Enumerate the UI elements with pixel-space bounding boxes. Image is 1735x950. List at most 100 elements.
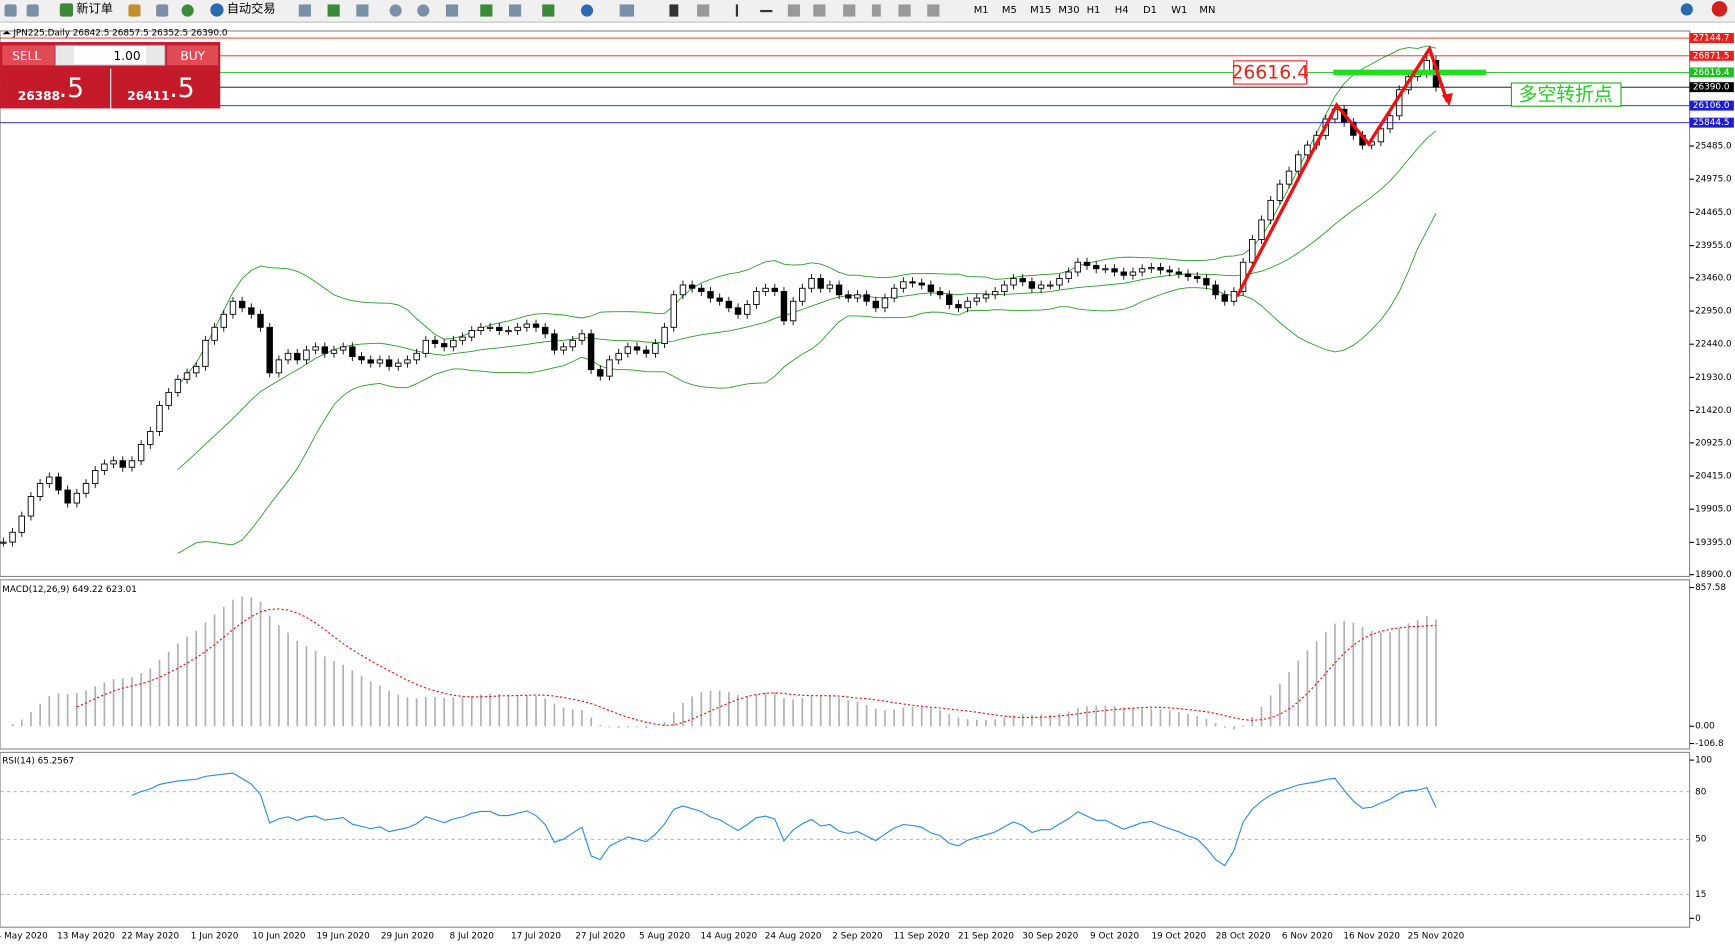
candle <box>220 313 227 328</box>
annotation-box <box>1233 60 1308 85</box>
price-tag-label: 25844.5 <box>1693 118 1730 128</box>
buy-button[interactable] <box>167 45 219 66</box>
lot-value[interactable]: 1.00 <box>113 49 140 63</box>
candle <box>1166 269 1173 273</box>
y-tick-label: 0.00 <box>1695 722 1715 732</box>
candle <box>193 365 200 374</box>
main-panel <box>0 30 1691 578</box>
sell-price-pips[interactable]: .5 <box>59 73 84 104</box>
buy-price-pips[interactable]: .5 <box>169 73 194 104</box>
chart-header: JPN225,Daily 26842.5 26857.5 26352.5 263… <box>12 29 228 39</box>
candle <box>991 291 999 296</box>
x-tick-label: 11 Sep 2020 <box>894 932 950 942</box>
buy-label[interactable]: BUY <box>180 49 205 63</box>
candle <box>1001 284 1008 292</box>
candle <box>1129 271 1137 276</box>
candle <box>808 278 815 289</box>
y-tick-label: 20925.0 <box>1695 438 1732 448</box>
price-tag <box>1689 117 1734 128</box>
auto-trading-button[interactable]: 自动交易 <box>227 0 276 15</box>
price-tag <box>1689 100 1734 111</box>
timeframe-button[interactable]: W1 <box>1171 5 1187 16</box>
sell-price[interactable]: 26388 <box>18 89 60 103</box>
y-tick-label: 19395.0 <box>1695 538 1732 548</box>
candle <box>1295 154 1302 172</box>
candle <box>183 372 191 380</box>
candle <box>1047 284 1054 287</box>
candle <box>1221 294 1228 302</box>
candle <box>110 460 117 465</box>
candle <box>9 531 16 543</box>
candle <box>496 326 503 332</box>
timeframe-button[interactable]: H4 <box>1115 5 1129 16</box>
candle <box>1230 291 1238 302</box>
candle <box>964 300 971 309</box>
candle <box>64 489 71 504</box>
candle <box>835 284 843 296</box>
price-tag <box>1689 67 1734 78</box>
candle <box>1102 268 1109 271</box>
timeframe-button[interactable]: H1 <box>1087 5 1101 16</box>
candle <box>927 284 935 292</box>
candle <box>670 294 677 328</box>
sell-label[interactable]: SELL <box>12 49 41 63</box>
rsi-line <box>131 772 1437 867</box>
candle <box>413 352 420 361</box>
candle <box>92 470 99 484</box>
timeframes: M1 M5 M15 M30 H1 H4 D1 W1 MN <box>974 5 1216 16</box>
candle <box>18 515 25 533</box>
candle <box>734 307 742 315</box>
candle <box>505 330 512 333</box>
x-tick-label: 28 Oct 2020 <box>1216 932 1271 942</box>
macd-signal <box>76 608 1437 727</box>
candle <box>698 287 705 292</box>
buy-price[interactable]: 26411 <box>127 89 169 103</box>
timeframe-button[interactable]: M1 <box>974 5 989 16</box>
timeframe-button[interactable]: D1 <box>1143 5 1157 16</box>
y-tick-label: -106.8 <box>1695 739 1724 749</box>
candle <box>1194 276 1201 279</box>
timeframe-button[interactable]: MN <box>1199 5 1215 16</box>
candle <box>1157 266 1164 271</box>
candle <box>587 333 595 371</box>
price-tag-label: 26871.5 <box>1693 51 1730 61</box>
candle <box>0 541 7 544</box>
macd-panel <box>0 579 1691 750</box>
x-tick-label: 19 Jun 2020 <box>317 932 371 942</box>
candle <box>229 300 237 315</box>
toolbar <box>0 0 1735 23</box>
candle <box>514 326 521 332</box>
candle <box>624 346 632 354</box>
y-tick-label: 23955.0 <box>1695 241 1732 251</box>
candle <box>36 483 44 497</box>
sell-button[interactable] <box>2 45 55 66</box>
candle <box>1028 281 1036 289</box>
candle <box>395 362 402 367</box>
macd-label: MACD(12,26,9) 649.22 623.01 <box>2 585 137 595</box>
y-tick-label: 23460.0 <box>1695 273 1732 283</box>
candle <box>349 346 356 358</box>
candle <box>404 359 411 364</box>
candle <box>551 333 558 351</box>
timeframe-button[interactable]: M15 <box>1030 5 1051 16</box>
candle <box>275 359 283 374</box>
x-tick-label: 25 Nov 2020 <box>1408 932 1465 942</box>
y-tick-label: 19905.0 <box>1695 505 1732 515</box>
plot: 18900.0 19395.0 19905.0 20415.0 20925.0 21420… <box>0 33 1734 942</box>
candle <box>248 307 255 315</box>
candle <box>854 294 861 299</box>
price-tag-label: 26390.0 <box>1693 83 1730 93</box>
lot-input[interactable] <box>54 44 166 66</box>
candle <box>73 492 81 504</box>
candle <box>55 476 62 491</box>
timeframe-button[interactable]: M5 <box>1002 5 1017 16</box>
annotation: 多空转折点 <box>1519 84 1613 106</box>
timeframe-button[interactable]: M30 <box>1058 5 1079 16</box>
y-tick-label: 21420.0 <box>1695 406 1732 416</box>
y-tick-label: 22950.0 <box>1695 307 1732 317</box>
new-order-button[interactable]: 新订单 <box>76 0 112 15</box>
candle <box>147 431 154 445</box>
candle <box>367 359 374 364</box>
y-tick-label: 15 <box>1695 890 1706 900</box>
